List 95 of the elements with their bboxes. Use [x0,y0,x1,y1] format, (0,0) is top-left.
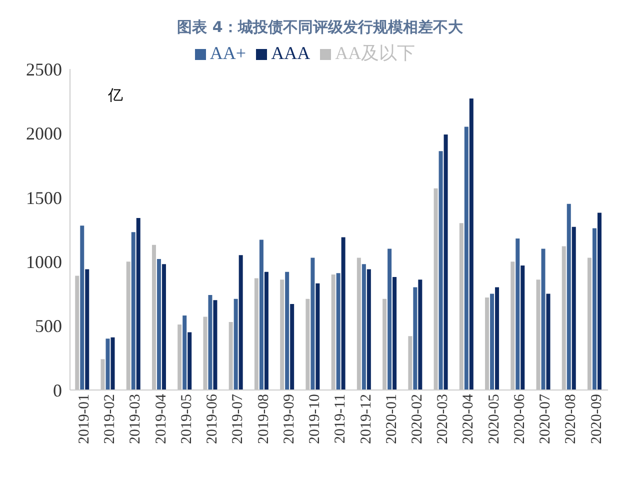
bar [464,126,468,390]
bar [520,265,525,390]
x-tick-label: 2020-02 [410,394,426,444]
bar [362,264,366,390]
chart-title: 图表 4：城投债不同评级发行规模相差不大 [176,17,464,37]
bar [254,278,258,390]
bar [182,316,187,390]
bar [418,280,422,390]
bar [485,298,490,390]
bar [238,255,243,390]
x-tick-label: 2020-01 [384,394,400,444]
bar [152,244,156,390]
legend-label: AAA [271,43,310,63]
x-tick-label: 2020-03 [435,394,452,444]
bar [280,280,284,390]
bar [598,212,602,390]
bar [490,294,494,390]
x-tick-label: 2019-08 [256,394,272,444]
bar [495,287,500,390]
bar [562,246,566,390]
bar [85,269,90,390]
bar [434,188,438,390]
x-tick-label: 2019-07 [230,394,246,444]
x-tick-label: 2020-05 [486,394,502,444]
y-tick-label: 2000 [26,124,62,144]
bar [382,298,387,390]
bar [331,274,336,390]
bar [546,294,550,390]
y-axis-title: 亿 [108,87,123,105]
bar [106,338,110,390]
bar [592,228,597,390]
bar [438,151,443,390]
bar [444,134,448,390]
y-tick-label: 2500 [26,59,62,80]
x-tick-label: 2019-09 [281,394,298,444]
bar [408,336,412,390]
x-tick-label: 2019-03 [128,394,144,444]
x-tick-label: 2020-04 [460,394,477,444]
bar [392,277,397,390]
bar [228,322,233,390]
bar [213,300,218,390]
bar [310,258,315,390]
bar [131,232,136,390]
bar [566,204,571,390]
bar [156,259,161,390]
bar [100,359,105,390]
y-tick-label: 0 [53,380,62,400]
bar [264,272,268,390]
x-tick-label: 2019-11 [332,394,349,444]
bar [136,218,140,390]
bar [541,248,546,390]
x-tick-label: 2020-06 [512,394,528,444]
x-tick-label: 2019-02 [102,394,118,444]
bar [75,276,80,390]
x-tick-label: 2020-08 [563,394,580,444]
bar [110,337,115,390]
x-tick-label: 2019-12 [358,394,374,444]
bar [510,262,515,390]
bar [285,272,290,390]
x-tick-label: 2020-07 [538,394,554,444]
bar [413,287,418,390]
bar [178,324,182,390]
bar [126,262,130,390]
bar [366,269,371,390]
bar [188,332,192,390]
x-tick-label: 2019-01 [76,394,92,444]
bar [234,298,238,390]
bar [388,248,392,390]
bar [572,226,576,390]
x-tick-label: 2020-09 [588,394,605,444]
bar [588,258,592,390]
y-tick-label: 1500 [26,188,62,208]
bar [290,304,294,390]
x-tick-label: 2019-10 [307,394,324,444]
bar [306,298,310,390]
bar [536,280,540,390]
bar [459,223,464,390]
bar [203,316,208,390]
bar [162,264,166,390]
bar [469,98,474,390]
bar [336,273,340,390]
y-tick-label: 500 [35,316,62,336]
bar [259,240,264,390]
bar [316,283,320,390]
bar [208,294,212,390]
x-tick-label: 2019-04 [153,394,170,444]
bar [341,237,346,390]
x-tick-label: 2019-05 [178,394,195,444]
bar [80,226,84,390]
legend-label: AA+ [210,43,246,63]
bar [356,258,361,390]
legend-label: AA及以下 [335,43,416,63]
x-tick-label: 2019-06 [204,394,221,444]
bar [516,238,520,390]
y-tick-label: 1000 [26,252,62,272]
